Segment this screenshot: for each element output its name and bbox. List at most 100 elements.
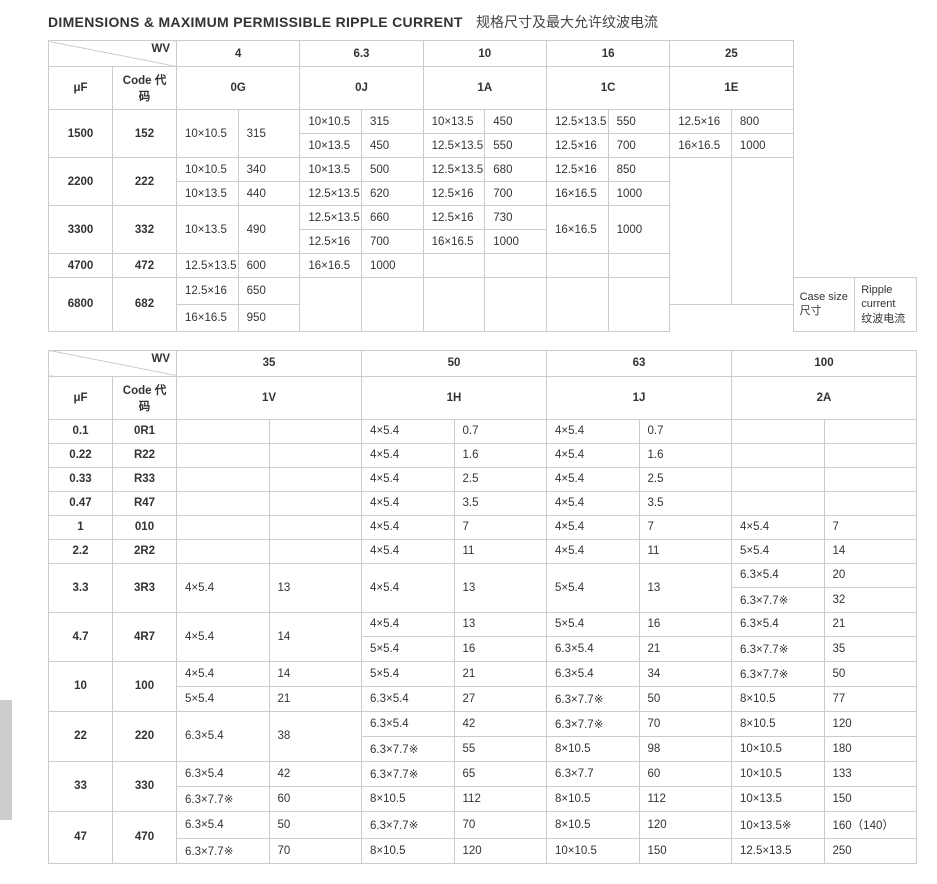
uf-value: 33 [49, 761, 113, 811]
ripple-cell: 160（140） [824, 811, 917, 838]
ripple-cell: 21 [639, 636, 732, 661]
ripple-cell: 120 [639, 811, 732, 838]
note-ripple: Ripple current纹波电流 [855, 278, 917, 332]
ripple-cell: 38 [269, 711, 362, 761]
uf-value: 0.33 [49, 467, 113, 491]
ripple-cell: 14 [824, 539, 917, 563]
ripple-cell: 60 [639, 761, 732, 786]
ripple-cell: 55 [454, 736, 547, 761]
size-cell: 5×5.4 [362, 661, 455, 686]
size-cell: 4×5.4 [732, 515, 825, 539]
code-value: R22 [113, 443, 177, 467]
size-cell: 6.3×7.7※ [732, 636, 825, 661]
size-cell [177, 491, 270, 515]
wv-header: 10 [423, 41, 546, 67]
ripple-cell: 7 [639, 515, 732, 539]
size-cell: 5×5.4 [547, 563, 640, 612]
code-value: 0R1 [113, 419, 177, 443]
size-cell: 6.3×7.7※ [547, 686, 640, 711]
uf-value: 4.7 [49, 612, 113, 661]
ripple-cell: 700 [485, 182, 547, 206]
size-cell: 10×10.5 [732, 736, 825, 761]
code-value: 152 [113, 110, 177, 158]
ripple-cell: 1.6 [639, 443, 732, 467]
ripple-cell: 21 [269, 686, 362, 711]
ripple-cell: 11 [454, 539, 547, 563]
uf-value: 0.22 [49, 443, 113, 467]
page-title: DIMENSIONS & MAXIMUM PERMISSIBLE RIPPLE … [48, 12, 917, 32]
size-cell: 5×5.4 [547, 612, 640, 636]
ripple-cell: 70 [269, 838, 362, 863]
code-value-header: 1C [546, 67, 669, 110]
ripple-cell: 3.5 [639, 491, 732, 515]
ripple-cell [361, 278, 423, 332]
size-cell [300, 278, 362, 332]
size-cell: 4×5.4 [362, 563, 455, 612]
size-cell: 4×5.4 [362, 612, 455, 636]
ripple-cell: 112 [454, 786, 547, 811]
ripple-cell: 13 [269, 563, 362, 612]
size-cell: 6.3×5.4 [177, 711, 270, 761]
ripple-cell: 180 [824, 736, 917, 761]
size-cell: 6.3×5.4 [362, 686, 455, 711]
size-cell: 10×13.5 [732, 786, 825, 811]
ripple-cell [485, 278, 547, 332]
uf-value: 6800 [49, 278, 113, 332]
code-value-header: 1J [547, 376, 732, 419]
ripple-cell: 21 [824, 612, 917, 636]
size-cell [732, 419, 825, 443]
ripple-cell: 1000 [731, 134, 793, 158]
ripple-cell: 2.5 [639, 467, 732, 491]
ripple-cell: 65 [454, 761, 547, 786]
size-cell: 4×5.4 [177, 563, 270, 612]
code-value: 470 [113, 811, 177, 863]
ripple-cell: 3.5 [454, 491, 547, 515]
size-cell: 8×10.5 [547, 811, 640, 838]
ripple-cell: 150 [824, 786, 917, 811]
size-cell: 4×5.4 [362, 419, 455, 443]
ripple-cell: 0.7 [639, 419, 732, 443]
size-cell: 6.3×5.4 [177, 811, 270, 838]
ripple-cell: 20 [824, 563, 917, 587]
ripple-cell: 450 [361, 134, 423, 158]
size-cell [732, 467, 825, 491]
ripple-cell: 70 [639, 711, 732, 736]
ripple-cell: 21 [454, 661, 547, 686]
ripple-cell: 1000 [361, 254, 423, 278]
size-cell: 8×10.5 [732, 711, 825, 736]
size-cell: 10×13.5 [177, 182, 239, 206]
ripple-cell: 98 [639, 736, 732, 761]
size-cell: 4×5.4 [362, 515, 455, 539]
size-cell [177, 419, 270, 443]
ripple-cell: 34 [639, 661, 732, 686]
ripple-cell: 850 [608, 158, 670, 182]
code-header: Code 代码 [113, 376, 177, 419]
ripple-cell: 250 [824, 838, 917, 863]
size-cell: 6.3×7.7 [547, 761, 640, 786]
ripple-cell [485, 254, 547, 278]
ripple-cell: 450 [485, 110, 547, 134]
size-cell: 12.5×16 [546, 134, 608, 158]
uf-value: 0.47 [49, 491, 113, 515]
ripple-cell: 42 [269, 761, 362, 786]
ripple-cell: 600 [238, 254, 300, 278]
ripple-cell: 680 [485, 158, 547, 182]
size-cell: 10×10.5 [732, 761, 825, 786]
size-cell: 10×10.5 [300, 110, 362, 134]
size-cell: 4×5.4 [362, 467, 455, 491]
size-cell: 12.5×13.5 [423, 158, 485, 182]
wv-header: 16 [546, 41, 669, 67]
size-cell: 8×10.5 [362, 838, 455, 863]
ripple-cell: 13 [454, 563, 547, 612]
title-cn: 规格尺寸及最大允许纹波电流 [476, 14, 658, 30]
code-value: 220 [113, 711, 177, 761]
size-cell: 4×5.4 [547, 443, 640, 467]
wv-header: 35 [177, 350, 362, 376]
ripple-cell: 7 [824, 515, 917, 539]
ripple-cell [731, 158, 793, 305]
size-cell: 16×16.5 [546, 182, 608, 206]
ripple-cell: 315 [238, 110, 300, 158]
uf-value: 47 [49, 811, 113, 863]
size-cell: 8×10.5 [732, 686, 825, 711]
ripple-cell: 700 [361, 230, 423, 254]
